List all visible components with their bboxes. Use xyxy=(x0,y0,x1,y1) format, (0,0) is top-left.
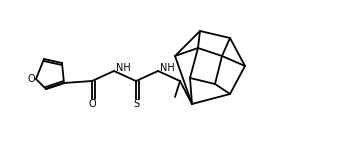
Text: O: O xyxy=(88,99,96,109)
Text: S: S xyxy=(133,99,139,109)
Text: NH: NH xyxy=(116,63,131,73)
Text: NH: NH xyxy=(160,63,175,73)
Text: O: O xyxy=(27,74,35,84)
